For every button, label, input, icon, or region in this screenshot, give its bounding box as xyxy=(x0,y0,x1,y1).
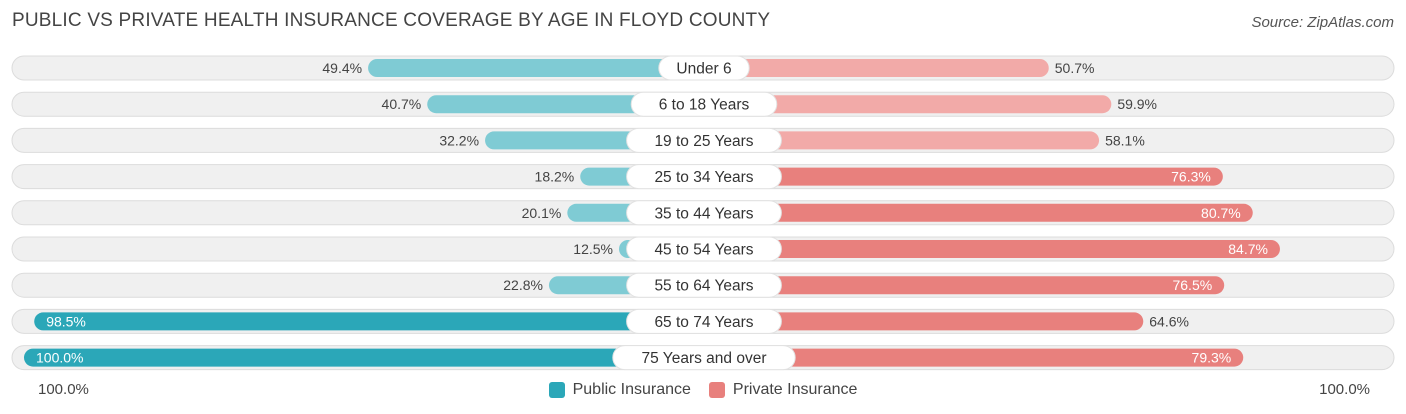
public-bar xyxy=(24,348,704,367)
legend-item-private: Private Insurance xyxy=(708,381,858,399)
category-label: 6 to 18 Years xyxy=(659,97,750,114)
private-bar xyxy=(704,95,1112,114)
public-value-label: 100.0% xyxy=(36,350,83,366)
private-bar xyxy=(704,240,1280,258)
category-label: 35 to 44 Years xyxy=(654,205,753,222)
legend-item-public: Public Insurance xyxy=(548,381,691,399)
legend: Public Insurance Private Insurance xyxy=(0,378,1406,402)
legend-label-private: Private Insurance xyxy=(732,381,858,398)
public-bar xyxy=(368,59,704,77)
public-value-label: 49.4% xyxy=(322,60,362,76)
public-bar xyxy=(34,312,704,331)
private-value-label: 79.3% xyxy=(1192,350,1232,366)
legend-swatch-public xyxy=(548,382,565,398)
private-value-label: 80.7% xyxy=(1201,205,1241,221)
private-bar xyxy=(704,348,1244,367)
chart-title: PUBLIC VS PRIVATE HEALTH INSURANCE COVER… xyxy=(12,10,771,31)
private-value-label: 58.1% xyxy=(1105,132,1145,148)
public-value-label: 32.2% xyxy=(439,132,479,148)
private-bar xyxy=(704,276,1225,295)
category-label: 65 to 74 Years xyxy=(654,314,753,331)
public-value-label: 12.5% xyxy=(573,241,613,257)
category-pill xyxy=(626,272,782,298)
public-value-label: 20.1% xyxy=(522,205,562,221)
chart-canvas: 49.4% 50.7% Under 6 40.7% 59.9% 6 to 18 Years… xyxy=(11,55,1395,371)
private-value-label: 76.3% xyxy=(1171,169,1211,185)
category-pill xyxy=(612,345,796,371)
category-pill xyxy=(626,308,782,334)
private-bar xyxy=(704,131,1100,150)
category-label: 45 to 54 Years xyxy=(654,242,753,259)
category-pill xyxy=(630,91,778,117)
category-label: Under 6 xyxy=(676,61,731,78)
public-value-label: 18.2% xyxy=(535,169,575,185)
private-value-label: 64.6% xyxy=(1149,313,1189,329)
axis-left-label: 100.0% xyxy=(38,381,89,398)
private-bar xyxy=(704,312,1144,331)
category-label: 55 to 64 Years xyxy=(654,278,753,295)
category-pill xyxy=(626,200,782,226)
category-label: 19 to 25 Years xyxy=(654,133,753,150)
axis-right-label: 100.0% xyxy=(1319,381,1370,398)
public-value-label: 98.5% xyxy=(46,313,86,329)
category-pill xyxy=(626,164,782,190)
category-pill xyxy=(626,127,782,153)
private-value-label: 76.5% xyxy=(1172,277,1212,293)
private-value-label: 50.7% xyxy=(1055,60,1095,76)
private-value-label: 84.7% xyxy=(1228,241,1268,257)
category-pill xyxy=(626,236,782,262)
public-value-label: 40.7% xyxy=(382,96,422,112)
private-bar xyxy=(704,59,1049,77)
category-label: 25 to 34 Years xyxy=(654,169,753,186)
private-bar xyxy=(704,203,1253,222)
category-label: 75 Years and over xyxy=(642,350,767,367)
private-bar xyxy=(704,167,1223,186)
source-credit: Source: ZipAtlas.com xyxy=(1251,14,1394,31)
private-value-label: 59.9% xyxy=(1117,96,1157,112)
public-value-label: 22.8% xyxy=(503,277,543,293)
legend-swatch-private xyxy=(708,382,725,398)
category-pill xyxy=(658,55,750,81)
legend-label-public: Public Insurance xyxy=(572,381,691,398)
